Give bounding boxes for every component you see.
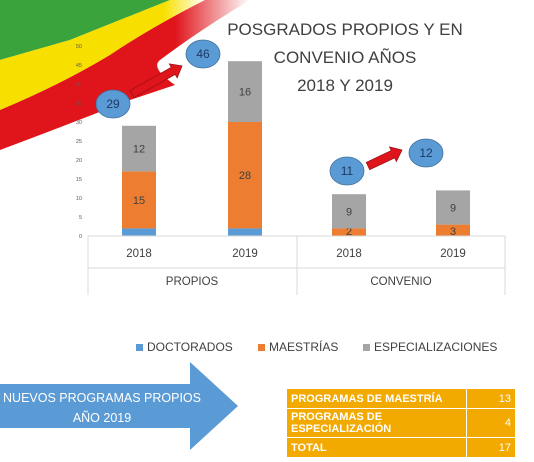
bar-segment — [332, 228, 366, 236]
x-tick-label: 2018 — [126, 248, 152, 260]
chart-title-line1: POSGRADOS PROPIOS Y EN CONVENIO AÑOS — [227, 20, 463, 67]
bar-segment — [122, 228, 156, 236]
y-tick-label: 20 — [76, 158, 82, 164]
total-bubble-label: 11 — [341, 164, 354, 178]
group-label: CONVENIO — [370, 276, 431, 288]
legend-label-doctorados: DOCTORADOS — [147, 340, 233, 354]
bar-data-label: 2 — [346, 226, 352, 238]
summary-label: PROGRAMAS DE ESPECIALIZACIÓN — [286, 408, 467, 438]
flag-red-stripe — [0, 0, 250, 150]
bar-data-label: 9 — [346, 206, 352, 218]
summary-table: PROGRAMAS DE MAESTRÍA 13 PROGRAMAS DE ES… — [286, 388, 516, 458]
legend-item-maestrias: MAESTRÍAS — [258, 340, 338, 354]
y-tick-label: 45 — [76, 63, 82, 69]
group-label: PROPIOS — [166, 276, 219, 288]
legend-item-doctorados: DOCTORADOS — [136, 340, 233, 354]
chart-title-line2: 2018 Y 2019 — [297, 76, 393, 95]
chart-title: POSGRADOS PROPIOS Y EN CONVENIO AÑOS 201… — [190, 16, 500, 100]
total-bubble — [95, 89, 131, 119]
banner-text: NUEVOS PROGRAMAS PROPIOS AÑO 2019 — [3, 391, 201, 425]
bar-data-label: 28 — [239, 170, 251, 182]
total-bubble — [185, 39, 221, 69]
legend-item-especializaciones: ESPECIALIZACIONES — [363, 340, 497, 354]
total-bubble-label: 29 — [106, 97, 120, 111]
y-tick-label: 40 — [76, 82, 82, 88]
y-tick-label: 5 — [79, 215, 82, 221]
total-bubble-label: 12 — [419, 146, 433, 160]
y-tick-label: 0 — [79, 234, 82, 240]
x-tick-label: 2019 — [440, 248, 466, 260]
x-tick-label: 2019 — [232, 248, 258, 260]
growth-arrow — [129, 63, 183, 99]
y-tick-label: 50 — [76, 44, 82, 50]
growth-arrow — [365, 146, 403, 171]
summary-label: TOTAL — [286, 437, 467, 458]
bar-segment — [436, 224, 470, 236]
chart-legend: DOCTORADOS MAESTRÍAS ESPECIALIZACIONES — [0, 340, 534, 358]
bar-data-label: 16 — [239, 87, 251, 99]
y-tick-label: 35 — [76, 101, 82, 107]
bar-data-label: 3 — [450, 226, 456, 238]
legend-label-maestrias: MAESTRÍAS — [269, 340, 339, 354]
y-tick-label: 15 — [76, 177, 82, 183]
bar-segment — [228, 61, 262, 122]
bar-segment — [436, 190, 470, 225]
summary-value: 13 — [466, 388, 516, 409]
banner-arrow — [0, 362, 238, 450]
bar-data-label: 9 — [450, 203, 456, 215]
summary-row: PROGRAMAS DE ESPECIALIZACIÓN 4 — [286, 408, 516, 438]
summary-row: TOTAL 17 — [286, 437, 516, 458]
bar-segment — [122, 171, 156, 229]
bar-data-label: 12 — [133, 144, 145, 156]
total-bubble — [329, 156, 365, 186]
legend-swatch-doctorados — [136, 343, 143, 351]
x-tick-label: 2018 — [336, 248, 362, 260]
bar-segment — [332, 194, 366, 229]
summary-value: 17 — [466, 437, 516, 458]
bar-segment — [122, 125, 156, 172]
legend-swatch-especializaciones — [363, 343, 370, 351]
summary-value: 4 — [466, 408, 516, 438]
summary-label: PROGRAMAS DE MAESTRÍA — [286, 388, 467, 409]
bar-segment — [228, 122, 262, 229]
total-bubble-label: 46 — [196, 47, 210, 61]
bar-data-label: 15 — [133, 195, 145, 207]
flag-green-stripe — [0, 0, 170, 60]
bar-segment — [228, 228, 262, 236]
y-tick-label: 30 — [76, 120, 82, 126]
legend-label-especializaciones: ESPECIALIZACIONES — [374, 340, 498, 354]
y-tick-label: 25 — [76, 139, 82, 145]
flag-yellow-stripe — [0, 0, 205, 110]
legend-swatch-maestrias — [258, 343, 265, 351]
total-bubble — [408, 138, 444, 168]
summary-row: PROGRAMAS DE MAESTRÍA 13 — [286, 388, 516, 409]
y-tick-label: 10 — [76, 196, 82, 202]
